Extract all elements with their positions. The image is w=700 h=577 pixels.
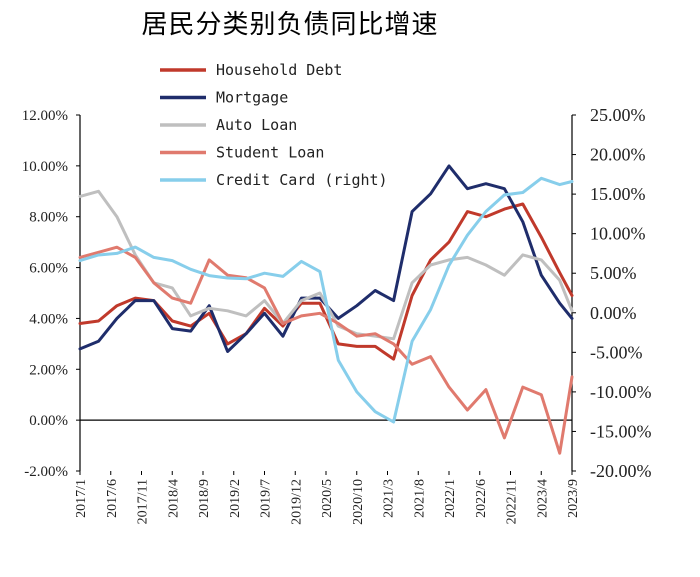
x-tick-label: 2023/9 bbox=[566, 479, 581, 518]
right-tick-label: 5.00% bbox=[590, 263, 637, 283]
legend-label: Student Loan bbox=[216, 144, 324, 162]
x-tick-label: 2021/8 bbox=[412, 479, 427, 518]
legend-label: Auto Loan bbox=[216, 116, 297, 134]
x-tick-label: 2023/4 bbox=[535, 479, 550, 518]
right-tick-label: -20.00% bbox=[590, 461, 652, 481]
right-tick-label: 0.00% bbox=[590, 303, 637, 323]
right-tick-label: 10.00% bbox=[590, 224, 646, 244]
right-tick-label: -5.00% bbox=[590, 342, 643, 362]
x-tick-label: 2019/2 bbox=[228, 479, 243, 518]
x-tick-label: 2020/10 bbox=[351, 479, 366, 525]
left-tick-label: 10.00% bbox=[22, 159, 68, 175]
left-tick-label: 8.00% bbox=[29, 210, 68, 226]
series-line-student-loan bbox=[78, 245, 574, 455]
left-tick-label: 4.00% bbox=[29, 311, 68, 327]
x-tick-label: 2021/3 bbox=[382, 479, 397, 518]
right-tick-label: -15.00% bbox=[590, 421, 652, 441]
legend-label: Mortgage bbox=[216, 89, 288, 107]
series-line-credit-card-right bbox=[78, 176, 574, 424]
x-tick-label: 2022/6 bbox=[474, 479, 489, 518]
x-tick-label: 2018/4 bbox=[166, 479, 181, 518]
left-tick-label: 12.00% bbox=[22, 108, 68, 124]
left-tick-label: 0.00% bbox=[29, 413, 68, 429]
right-tick-label: 25.00% bbox=[590, 105, 646, 125]
x-tick-label: 2022/11 bbox=[505, 479, 520, 524]
x-tick-label: 2019/12 bbox=[289, 479, 304, 525]
series-line-household-debt bbox=[78, 202, 574, 361]
right-tick-label: 20.00% bbox=[590, 145, 646, 165]
x-tick-label: 2018/9 bbox=[197, 479, 212, 518]
x-tick-label: 2019/7 bbox=[259, 479, 274, 518]
x-tick-label: 2017/1 bbox=[74, 479, 89, 518]
chart-title: 居民分类别负债同比增速 bbox=[141, 10, 439, 40]
left-tick-label: -2.00% bbox=[24, 464, 68, 480]
x-tick-label: 2020/5 bbox=[320, 479, 335, 518]
x-tick-label: 2022/1 bbox=[443, 479, 458, 518]
right-tick-label: 15.00% bbox=[590, 184, 646, 204]
legend-label: Household Debt bbox=[216, 61, 342, 79]
x-tick-label: 2017/6 bbox=[105, 479, 120, 518]
legend-label: Credit Card (right) bbox=[216, 171, 388, 189]
x-tick-label: 2017/11 bbox=[136, 479, 151, 524]
left-tick-label: 6.00% bbox=[29, 261, 68, 277]
left-tick-label: 2.00% bbox=[29, 362, 68, 378]
right-tick-label: -10.00% bbox=[590, 382, 652, 402]
